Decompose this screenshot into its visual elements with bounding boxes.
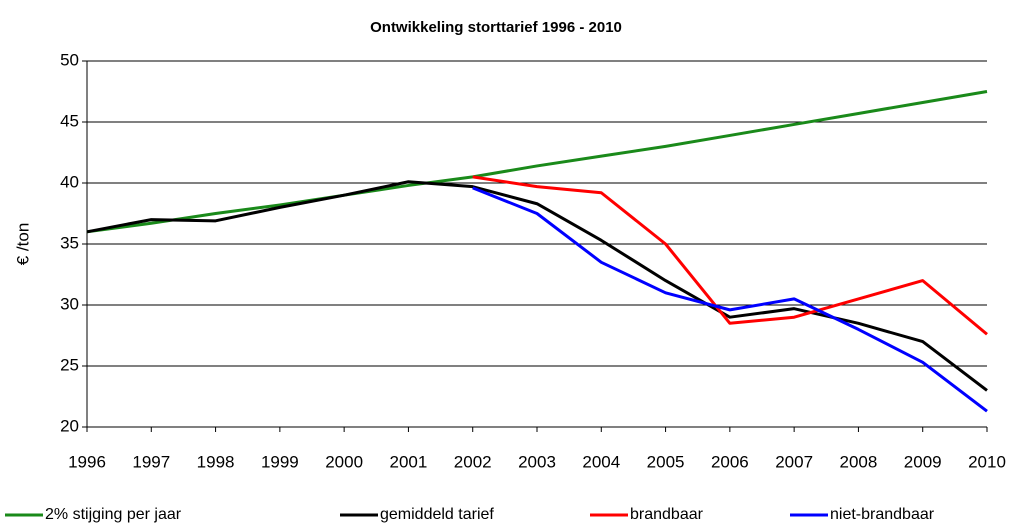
series-line — [472, 175, 988, 336]
chart-title: Ontwikkeling storttarief 1996 - 2010 — [370, 19, 622, 36]
y-tick-label: 25 — [60, 355, 79, 374]
x-tick-label: 2003 — [518, 452, 556, 471]
legend-label: brandbaar — [630, 506, 704, 523]
x-tick-label: 2004 — [582, 452, 620, 471]
legend-label: niet-brandbaar — [830, 506, 935, 523]
x-tick-label: 2002 — [454, 452, 492, 471]
x-tick-label: 2008 — [840, 452, 878, 471]
x-tick-label: 1997 — [132, 452, 170, 471]
x-tick-label: 1999 — [261, 452, 299, 471]
legend-label: 2% stijging per jaar — [45, 506, 182, 523]
x-tick-label: 2000 — [325, 452, 363, 471]
x-tick-label: 2009 — [904, 452, 942, 471]
y-tick-label: 40 — [60, 172, 79, 191]
x-tick-label: 1998 — [197, 452, 235, 471]
x-tick-label: 2005 — [647, 452, 685, 471]
y-tick-label: 35 — [60, 233, 79, 252]
y-axis-label: € /ton — [13, 223, 32, 266]
legend-label: gemiddeld tarief — [380, 506, 494, 523]
y-tick-label: 45 — [60, 111, 79, 130]
x-tick-label: 2001 — [390, 452, 428, 471]
series-line — [472, 186, 988, 413]
y-tick-label: 50 — [60, 50, 79, 69]
x-tick-label: 2006 — [711, 452, 749, 471]
x-tick-label: 2007 — [775, 452, 813, 471]
series-line — [86, 90, 988, 234]
y-tick-label: 30 — [60, 294, 79, 313]
y-tick-label: 20 — [60, 416, 79, 435]
x-tick-label: 2010 — [968, 452, 1006, 471]
x-tick-label: 1996 — [68, 452, 106, 471]
